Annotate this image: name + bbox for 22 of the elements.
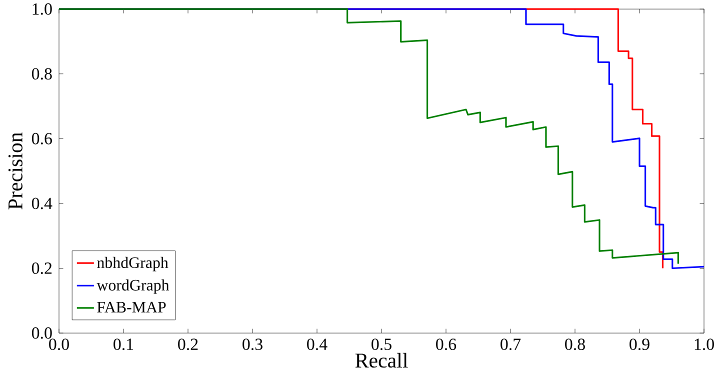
x-tick-label: 0.3 [242, 338, 262, 350]
x-tick-label: 0.1 [114, 338, 134, 350]
y-tick-label: 1.0 [32, 3, 52, 15]
x-tick-label: 0.7 [500, 338, 521, 350]
legend-label: FAB-MAP [97, 302, 166, 312]
x-tick-label: 1.0 [694, 338, 714, 350]
y-axis-title: Precision [8, 132, 22, 210]
legend-label: wordGraph [96, 279, 170, 294]
y-tick-label: 0.4 [32, 198, 52, 210]
x-tick-label: 0.9 [630, 338, 650, 350]
x-tick-label: 0.4 [307, 338, 328, 350]
x-tick-label: 0.2 [178, 338, 198, 350]
y-tick-label: 0.0 [32, 327, 52, 339]
y-tick-label: 0.8 [32, 68, 52, 80]
y-tick-label: 0.6 [32, 132, 52, 144]
x-tick-label: 0.8 [565, 338, 585, 350]
y-tick-label: 0.2 [32, 262, 52, 274]
x-tick-label: 0.6 [436, 338, 456, 350]
legend-label: nbhdGraph [97, 256, 168, 272]
x-tick-label: 0.0 [49, 338, 69, 350]
x-tick-label: 0.5 [372, 338, 392, 350]
x-axis-title: Recall [355, 352, 408, 368]
